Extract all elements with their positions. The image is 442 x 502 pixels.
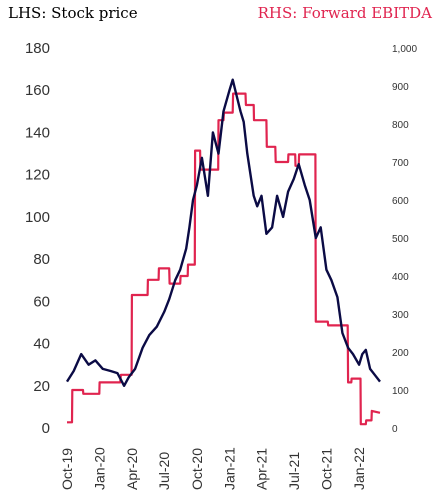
series-line-stock-price xyxy=(65,78,381,387)
right-tick-label: 700 xyxy=(392,158,409,169)
x-axis: Oct-19 Jan-20 Apr-20 Jul-20 Oct-20 Jan-21 Apr-… xyxy=(59,447,367,490)
left-tick-label: 20 xyxy=(33,378,50,395)
right-tick-label: 500 xyxy=(392,234,409,245)
x-tick-label: Apr-20 xyxy=(124,448,140,490)
x-tick-label: Oct-20 xyxy=(189,448,205,490)
x-tick-label: Jul-21 xyxy=(286,452,302,490)
left-axis-title: LHS: Stock price xyxy=(8,4,138,22)
right-tick-label: 400 xyxy=(392,272,409,283)
left-tick-label: 40 xyxy=(33,336,50,353)
right-tick-label: 900 xyxy=(392,82,409,93)
left-tick-label: 100 xyxy=(25,209,50,226)
x-tick-label: Jan-20 xyxy=(92,447,108,490)
x-tick-label: Oct-21 xyxy=(318,448,334,490)
x-tick-label: Apr-21 xyxy=(253,448,269,490)
right-tick-label: 1,000 xyxy=(392,44,417,55)
x-tick-label: Jan-21 xyxy=(222,447,238,490)
left-tick-label: 180 xyxy=(25,40,50,57)
right-axis-title: RHS: Forward EBITDA xyxy=(257,4,432,22)
left-tick-label: 140 xyxy=(25,124,50,141)
right-tick-label: 800 xyxy=(392,120,409,131)
right-tick-label: 0 xyxy=(392,424,398,435)
left-tick-label: 0 xyxy=(42,420,50,437)
series-line-forward-ebitda xyxy=(67,92,381,426)
x-tick-label: Jan-22 xyxy=(351,447,367,490)
right-axis: 0 100 200 300 400 500 600 700 800 900 1,000 xyxy=(392,44,417,435)
left-tick-label: 60 xyxy=(33,293,50,310)
right-tick-label: 300 xyxy=(392,310,409,321)
right-tick-label: 200 xyxy=(392,348,409,359)
x-tick-label: Oct-19 xyxy=(59,448,75,490)
left-tick-label: 160 xyxy=(25,82,50,99)
right-tick-label: 600 xyxy=(392,196,409,207)
plot-area xyxy=(65,78,381,426)
left-tick-label: 120 xyxy=(25,167,50,184)
right-tick-label: 100 xyxy=(392,386,409,397)
left-tick-label: 80 xyxy=(33,251,50,268)
left-axis: 0 20 40 60 80 100 120 140 160 180 xyxy=(25,40,50,437)
x-tick-label: Jul-20 xyxy=(156,452,172,490)
